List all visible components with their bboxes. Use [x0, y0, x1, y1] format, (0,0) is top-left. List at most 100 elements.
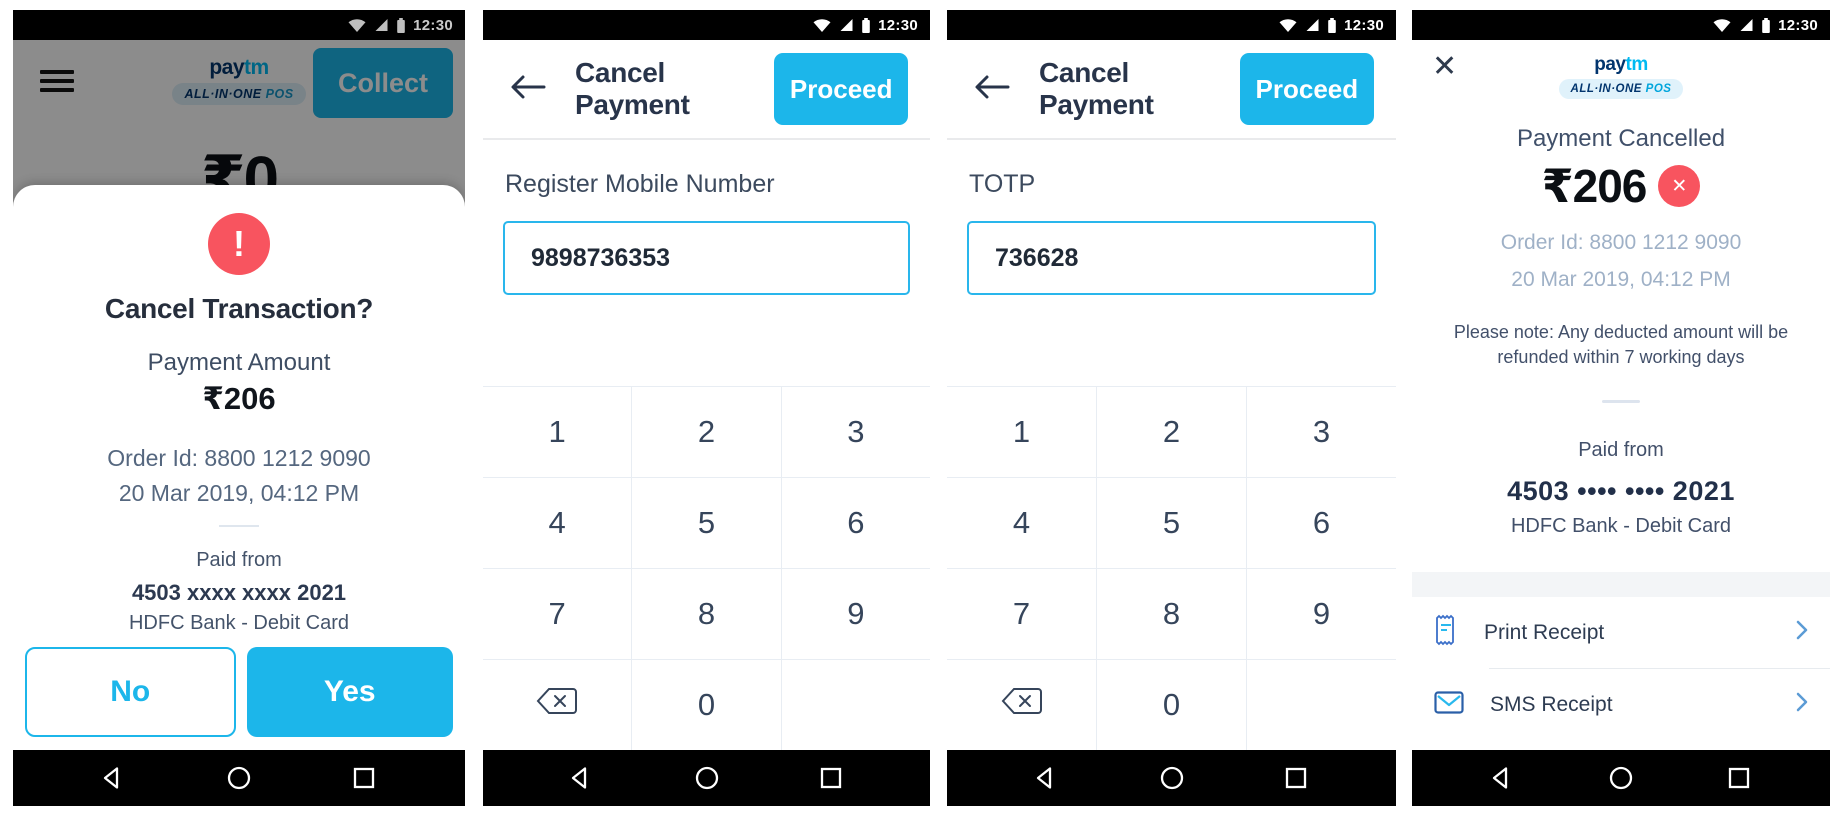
key-5[interactable]: 5 [631, 478, 780, 568]
nav-recents-icon[interactable] [818, 765, 844, 791]
totp-label: TOTP [969, 170, 1036, 198]
order-id: Order Id: 8800 1212 9090 [107, 445, 371, 471]
back-arrow-icon[interactable] [973, 73, 1011, 106]
key-0[interactable]: 0 [631, 660, 780, 750]
key-backspace[interactable] [483, 660, 631, 750]
paid-from-label: Paid from [196, 549, 282, 571]
status-time: 12:30 [413, 16, 453, 34]
chevron-right-icon [1796, 620, 1808, 645]
alert-icon: ! [208, 213, 270, 275]
key-0[interactable]: 0 [1096, 660, 1246, 750]
badge-pos: POS [1645, 83, 1672, 95]
key-9[interactable]: 9 [1246, 569, 1396, 659]
status-bar: 12:30 [1412, 10, 1830, 40]
totp-input[interactable]: 736628 [967, 221, 1376, 295]
key-5[interactable]: 5 [1096, 478, 1246, 568]
android-nav-bar [483, 750, 930, 806]
all-in-one-pos-badge: ALL·IN·ONE POS [172, 83, 306, 105]
screen1-content: paytm ALL·IN·ONE POS Collect ₹0 ! Cancel… [13, 40, 465, 750]
badge-pos: POS [265, 87, 294, 101]
chevron-right-icon [1796, 692, 1808, 717]
key-8[interactable]: 8 [631, 569, 780, 659]
error-cross-icon: ✕ [1658, 165, 1701, 207]
key-empty [780, 660, 930, 750]
paytm-logo-tm: tm [1625, 54, 1649, 75]
status-time: 12:30 [1778, 16, 1818, 34]
print-receipt-icon [1434, 614, 1458, 651]
refund-note-line2: refunded within 7 working days [1497, 347, 1745, 367]
back-arrow-icon[interactable] [509, 73, 547, 106]
cellular-signal-icon [1739, 18, 1754, 32]
cancel-payment-header: Cancel Payment Proceed [483, 40, 930, 140]
key-6[interactable]: 6 [780, 478, 930, 568]
order-id: Order Id: 8800 1212 9090 [1500, 231, 1742, 254]
key-2[interactable]: 2 [1096, 387, 1246, 477]
nav-back-icon[interactable] [569, 765, 595, 791]
key-6[interactable]: 6 [1246, 478, 1396, 568]
nav-home-icon[interactable] [694, 765, 720, 791]
cancelled-amount: ₹206 [1541, 160, 1648, 212]
nav-recents-icon[interactable] [1283, 765, 1309, 791]
card-bank: HDFC Bank - Debit Card [128, 612, 350, 634]
divider [1602, 400, 1640, 403]
android-nav-bar [947, 750, 1396, 806]
nav-recents-icon[interactable] [351, 765, 377, 791]
refund-note: Please note: Any deducted amount will be… [1412, 320, 1830, 370]
battery-icon [861, 17, 871, 34]
cancel-transaction-dialog: ! Cancel Transaction? Payment Amount ₹20… [13, 185, 465, 750]
proceed-button[interactable]: Proceed [774, 53, 908, 125]
status-time: 12:30 [878, 16, 918, 34]
key-backspace[interactable] [947, 660, 1096, 750]
numeric-keypad: 1 2 3 4 5 6 7 8 9 0 [483, 386, 930, 750]
nav-recents-icon[interactable] [1726, 765, 1752, 791]
battery-icon [396, 17, 406, 34]
key-3[interactable]: 3 [780, 387, 930, 477]
screen4-content: ✕ paytm ALL·IN·ONE POS Payment Cancelled… [1412, 40, 1830, 750]
key-8[interactable]: 8 [1096, 569, 1246, 659]
key-9[interactable]: 9 [780, 569, 930, 659]
paytm-logo-pay: pay [209, 56, 244, 79]
key-3[interactable]: 3 [1246, 387, 1396, 477]
proceed-button[interactable]: Proceed [1239, 53, 1374, 125]
card-number: 4503 xxxx xxxx 2021 [131, 580, 347, 605]
all-in-one-pos-badge: ALL·IN·ONE POS [1558, 79, 1684, 99]
card-bank: HDFC Bank - Debit Card [1510, 515, 1732, 537]
mobile-number-input[interactable]: 9898736353 [503, 221, 910, 295]
paytm-logo-tm: tm [244, 56, 269, 79]
cellular-signal-icon [374, 18, 389, 32]
key-4[interactable]: 4 [1012, 505, 1031, 540]
nav-home-icon[interactable] [226, 765, 252, 791]
dialog-title: Cancel Transaction? [104, 293, 374, 324]
android-nav-bar [1412, 750, 1830, 806]
battery-icon [1761, 17, 1771, 34]
nav-home-icon[interactable] [1608, 765, 1634, 791]
wifi-icon [812, 18, 832, 33]
key-7[interactable]: 7 [1012, 596, 1031, 631]
key-4[interactable]: 4 [548, 505, 566, 540]
cancelled-amount-row: ₹206 ✕ [1412, 159, 1830, 213]
collect-button[interactable]: Collect [313, 48, 453, 118]
badge-all-in-one: ALL·IN·ONE [184, 87, 262, 101]
transaction-datetime: 20 Mar 2019, 04:12 PM [118, 480, 360, 506]
key-2[interactable]: 2 [631, 387, 780, 477]
close-icon[interactable]: ✕ [1432, 50, 1458, 83]
key-1[interactable]: 1 [1012, 414, 1031, 449]
sms-receipt-row[interactable]: SMS Receipt [1412, 669, 1830, 740]
key-1[interactable]: 1 [548, 414, 566, 449]
yes-button[interactable]: Yes [246, 647, 453, 737]
hamburger-menu-icon[interactable] [40, 70, 74, 97]
nav-back-icon[interactable] [1490, 765, 1516, 791]
wifi-icon [1278, 18, 1298, 33]
nav-home-icon[interactable] [1159, 765, 1185, 791]
page-title: Cancel Payment [1039, 57, 1154, 120]
nav-back-icon[interactable] [1034, 765, 1060, 791]
phone-screen-register-mobile: 12:30 Cancel Payment Proceed Register Mo… [483, 10, 930, 806]
nav-back-icon[interactable] [101, 765, 127, 791]
status-bar: 12:30 [13, 10, 465, 40]
status-bar: 12:30 [947, 10, 1396, 40]
key-7[interactable]: 7 [548, 596, 566, 631]
dialog-buttons: No Yes [25, 647, 453, 737]
no-button[interactable]: No [25, 647, 236, 737]
payment-status-title: Payment Cancelled [1516, 125, 1726, 152]
print-receipt-row[interactable]: Print Receipt [1412, 597, 1830, 668]
